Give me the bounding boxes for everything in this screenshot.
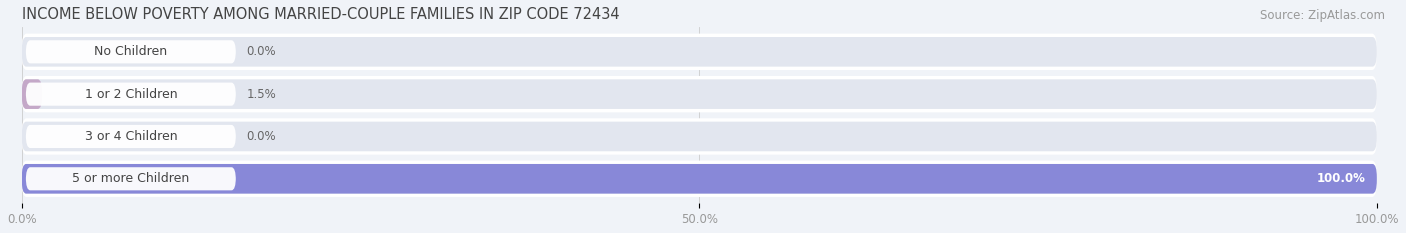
Text: 5 or more Children: 5 or more Children: [72, 172, 190, 185]
FancyBboxPatch shape: [25, 82, 236, 106]
Text: No Children: No Children: [94, 45, 167, 58]
FancyBboxPatch shape: [21, 79, 1376, 109]
FancyBboxPatch shape: [21, 164, 1376, 194]
Text: 0.0%: 0.0%: [246, 45, 277, 58]
Text: 1 or 2 Children: 1 or 2 Children: [84, 88, 177, 101]
FancyBboxPatch shape: [25, 125, 236, 148]
FancyBboxPatch shape: [21, 37, 1376, 67]
FancyBboxPatch shape: [21, 122, 1376, 151]
Text: 1.5%: 1.5%: [246, 88, 277, 101]
FancyBboxPatch shape: [21, 79, 42, 109]
FancyBboxPatch shape: [21, 118, 1376, 155]
Text: 0.0%: 0.0%: [246, 130, 277, 143]
Text: 100.0%: 100.0%: [1317, 172, 1367, 185]
FancyBboxPatch shape: [21, 164, 1376, 194]
Text: INCOME BELOW POVERTY AMONG MARRIED-COUPLE FAMILIES IN ZIP CODE 72434: INCOME BELOW POVERTY AMONG MARRIED-COUPL…: [21, 7, 620, 22]
FancyBboxPatch shape: [21, 34, 1376, 70]
Text: 3 or 4 Children: 3 or 4 Children: [84, 130, 177, 143]
FancyBboxPatch shape: [21, 76, 1376, 112]
FancyBboxPatch shape: [21, 161, 1376, 197]
FancyBboxPatch shape: [25, 167, 236, 190]
Text: Source: ZipAtlas.com: Source: ZipAtlas.com: [1260, 9, 1385, 22]
FancyBboxPatch shape: [25, 40, 236, 63]
